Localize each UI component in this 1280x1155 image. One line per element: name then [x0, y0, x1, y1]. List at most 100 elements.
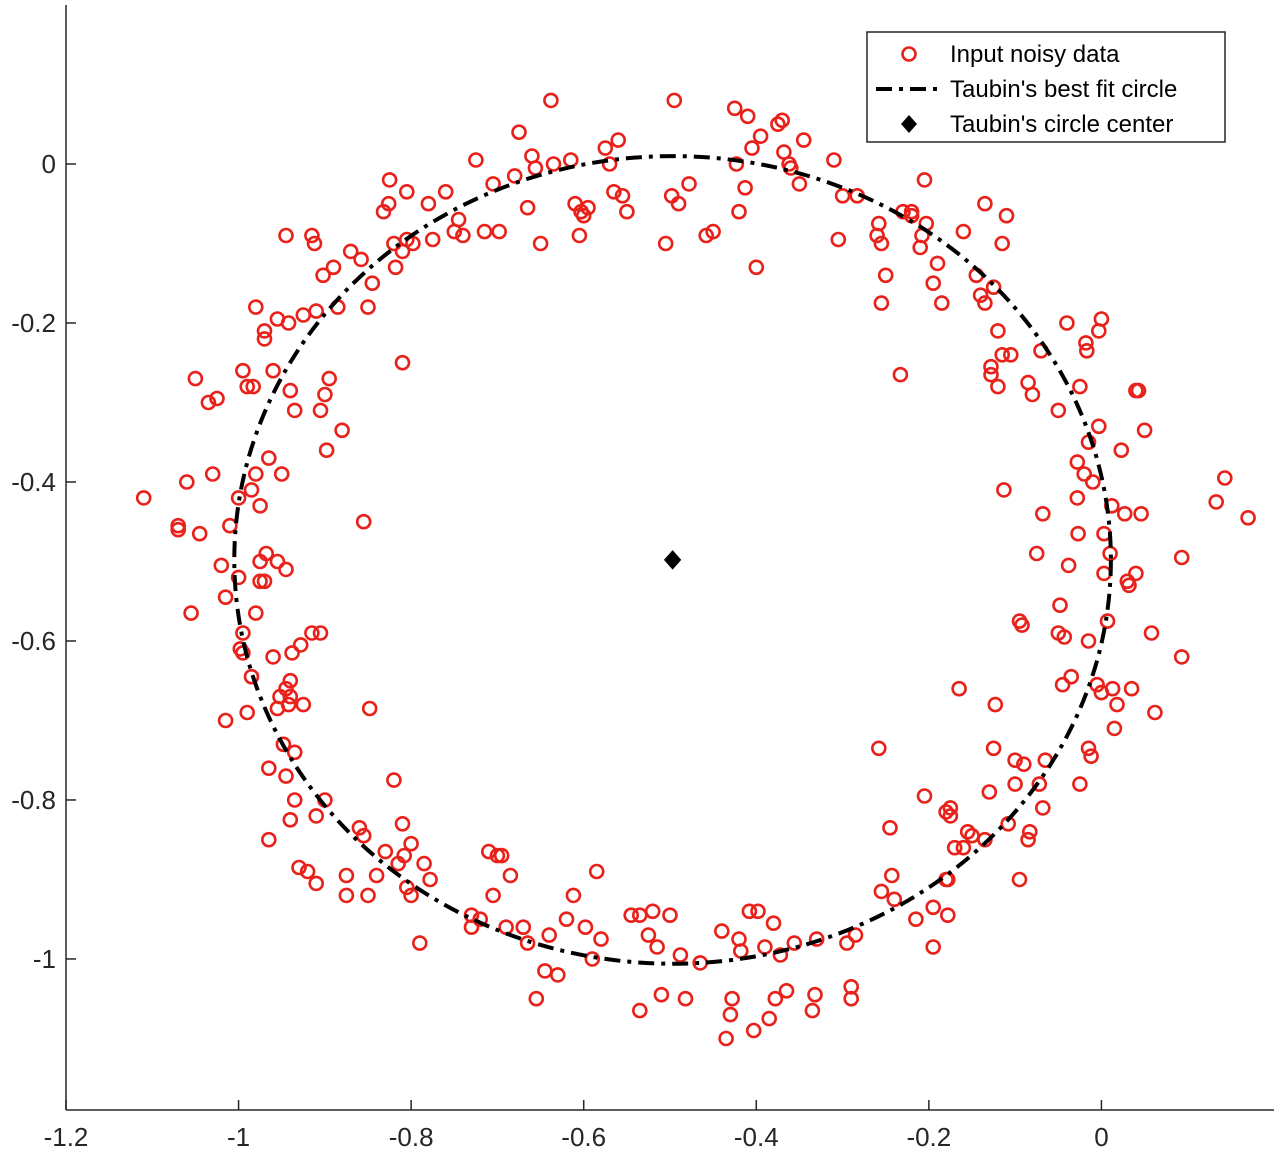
data-point	[886, 891, 903, 908]
data-point	[1014, 617, 1030, 633]
data-point	[355, 827, 372, 844]
data-point	[450, 211, 467, 228]
data-point	[925, 275, 942, 292]
data-point	[765, 915, 782, 932]
data-point	[662, 907, 678, 924]
data-point	[929, 255, 946, 272]
legend-marker-data	[901, 46, 917, 62]
data-point	[295, 696, 312, 713]
data-point	[1072, 776, 1088, 792]
data-point	[1080, 740, 1097, 757]
data-point	[280, 696, 297, 713]
data-point	[245, 378, 261, 395]
data-point	[485, 887, 501, 904]
data-point	[786, 935, 803, 951]
data-point	[1002, 346, 1019, 363]
data-point	[908, 911, 924, 928]
y-tick-label: -0.8	[11, 785, 56, 815]
data-point	[672, 947, 689, 963]
data-point	[532, 235, 549, 252]
data-point	[353, 251, 369, 268]
y-tick-label: -0.6	[11, 626, 56, 656]
data-point	[640, 927, 657, 943]
data-points	[135, 92, 1256, 1047]
data-point	[230, 490, 247, 506]
data-point	[368, 867, 385, 884]
data-point	[394, 354, 411, 371]
data-point	[1143, 625, 1160, 641]
data-point	[996, 482, 1012, 498]
data-point	[767, 990, 784, 1007]
data-point	[437, 184, 454, 200]
data-point	[543, 92, 559, 109]
data-point	[826, 152, 842, 168]
data-point	[291, 859, 307, 876]
data-point	[334, 422, 350, 439]
data-point	[614, 188, 631, 204]
data-point	[403, 887, 419, 904]
axes: -1.2 -1 -0.8 -0.6 -0.4 -0.2 0 0 -0.2 -0.4 -0.6 -0.8…	[11, 5, 1274, 1152]
data-point	[420, 195, 437, 212]
data-point	[411, 935, 428, 951]
data-point	[985, 279, 1002, 296]
data-point	[1063, 668, 1079, 685]
data-point	[394, 815, 411, 832]
data-point	[1079, 342, 1095, 359]
data-point	[1060, 557, 1077, 574]
data-point	[284, 645, 300, 661]
data-point	[265, 649, 281, 665]
data-point	[1052, 597, 1068, 614]
data-point	[925, 899, 942, 916]
center-layer	[663, 550, 682, 570]
data-point	[666, 92, 683, 109]
data-point	[990, 323, 1006, 339]
data-point	[258, 545, 275, 562]
data-point	[623, 907, 640, 924]
data-point	[191, 525, 208, 542]
data-point	[422, 871, 438, 888]
data-point	[360, 299, 376, 315]
data-point	[1091, 418, 1107, 435]
data-point	[528, 990, 545, 1007]
y-tick-label: -0.2	[11, 308, 56, 338]
data-point	[1011, 871, 1028, 888]
data-point	[774, 112, 791, 129]
legend-label: Input noisy data	[950, 41, 1120, 68]
data-point	[135, 490, 152, 506]
data-point	[977, 295, 993, 311]
data-point	[260, 450, 277, 466]
data-point	[597, 140, 614, 156]
data-point	[1136, 422, 1153, 439]
data-point	[808, 931, 825, 947]
data-point	[761, 1010, 778, 1027]
data-point	[705, 223, 721, 240]
data-point	[791, 176, 808, 192]
data-point	[713, 923, 730, 939]
data-point	[361, 700, 378, 717]
data-point	[565, 887, 582, 904]
data-point	[295, 307, 312, 323]
data-point	[795, 132, 812, 148]
data-point	[985, 740, 1002, 757]
data-point	[847, 927, 864, 943]
data-point	[1128, 565, 1144, 582]
data-point	[278, 227, 294, 244]
data-point	[977, 195, 993, 212]
data-point	[351, 819, 368, 836]
y-tick-label: -1	[33, 944, 56, 974]
data-point	[239, 378, 255, 395]
data-point	[308, 875, 325, 892]
y-tick-label: 0	[42, 149, 56, 179]
data-point	[873, 295, 890, 311]
data-point	[558, 911, 575, 928]
data-point	[571, 227, 588, 244]
data-point	[338, 887, 355, 904]
data-point	[1022, 823, 1038, 840]
data-point	[830, 231, 847, 248]
data-point	[1054, 676, 1071, 693]
data-point	[325, 259, 342, 276]
data-point	[299, 863, 316, 880]
data-point	[1099, 613, 1116, 629]
data-point	[843, 990, 860, 1007]
